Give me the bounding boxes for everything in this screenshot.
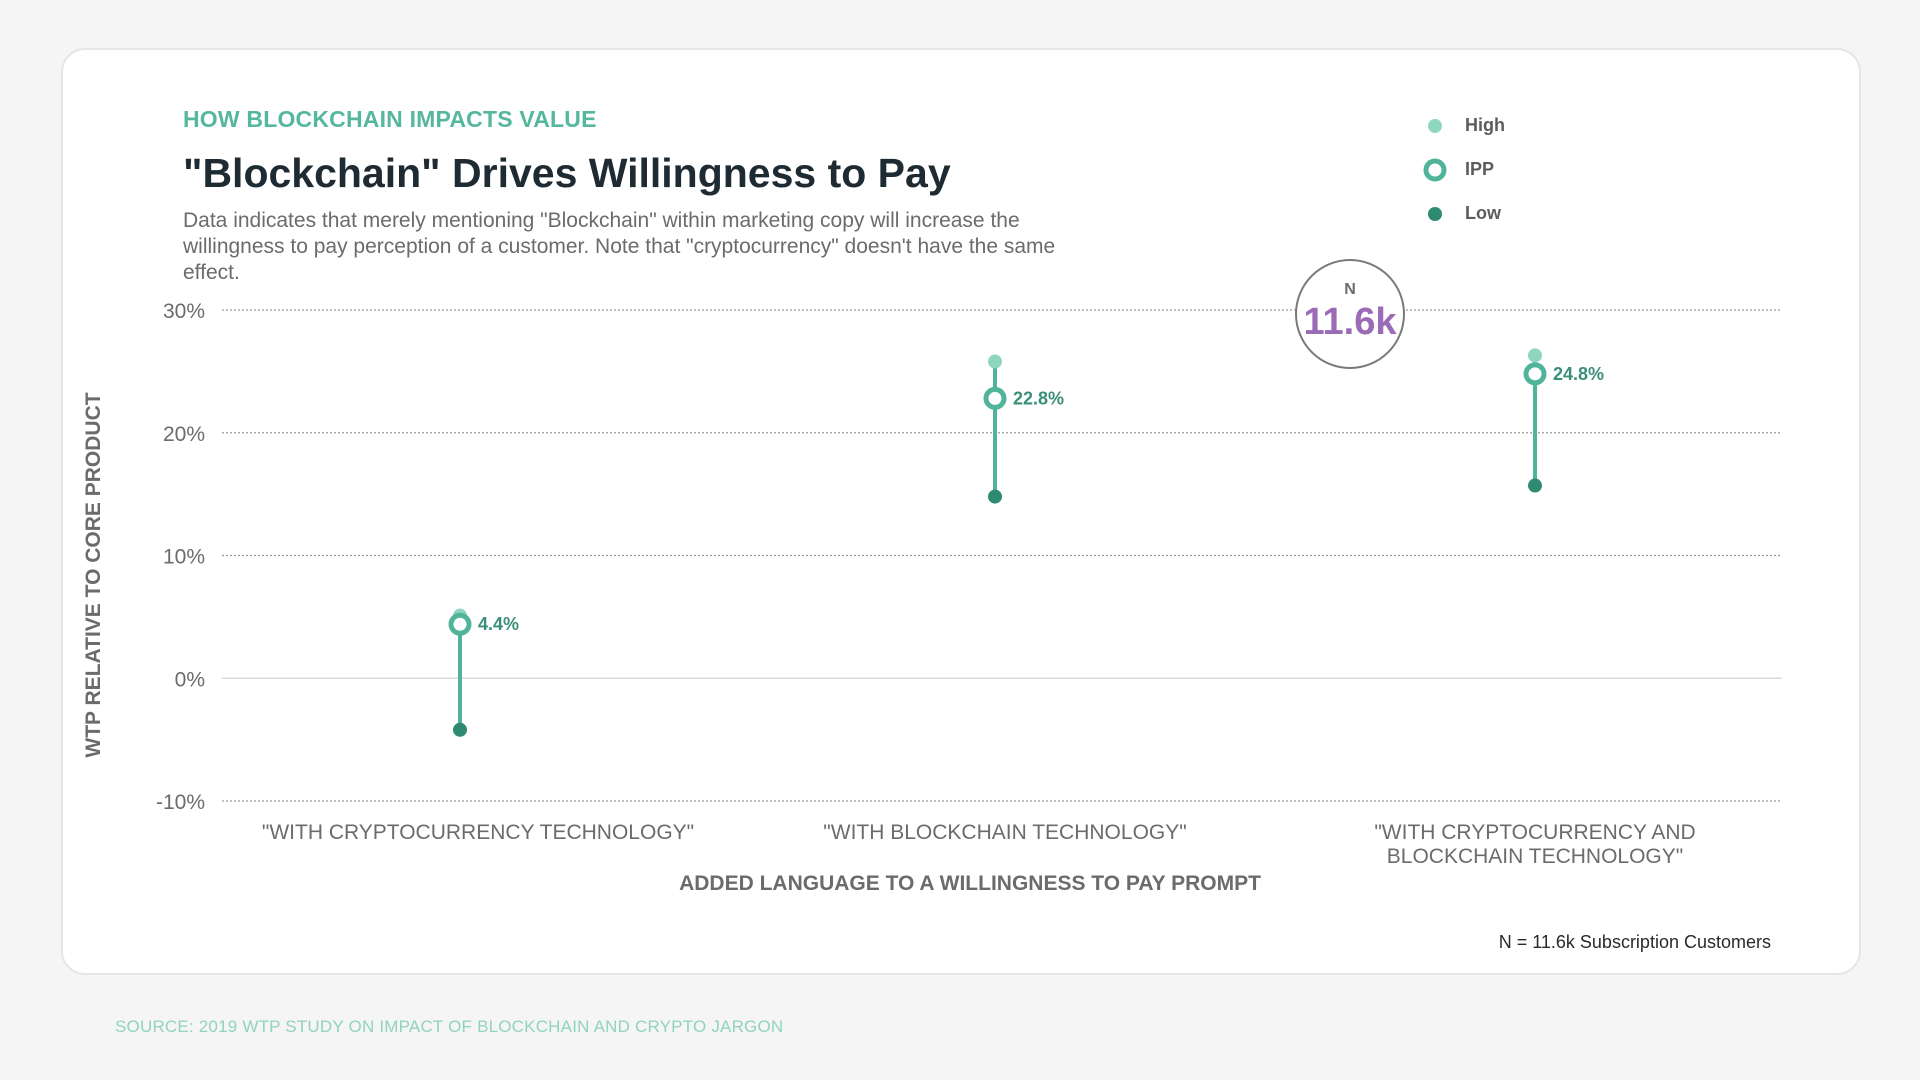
x-category-label: "WITH BLOCKCHAIN TECHNOLOGY" — [823, 821, 1186, 844]
low-point — [1528, 478, 1542, 493]
ipp-point — [448, 612, 472, 636]
y-axis-label: WTP RELATIVE TO CORE PRODUCT — [82, 392, 105, 757]
source-note: SOURCE: 2019 WTP STUDY ON IMPACT OF BLOC… — [115, 1017, 784, 1036]
chart-subtitle: Data indicates that merely mentioning "B… — [183, 209, 1056, 284]
low-point — [988, 489, 1002, 504]
n-badge — [1295, 259, 1405, 369]
legend-label-high: High — [1465, 115, 1505, 135]
legend-label-ipp: IPP — [1465, 159, 1495, 179]
ipp-data-label: 4.4% — [478, 614, 519, 634]
high-point — [1528, 348, 1542, 363]
x-category-label: "WITH CRYPTOCURRENCY TECHNOLOGY" — [262, 821, 694, 844]
y-tick-label: -10% — [156, 791, 205, 814]
kicker: HOW BLOCKCHAIN IMPACTS VALUE — [183, 106, 597, 132]
ipp-point — [983, 386, 1007, 410]
x-category-label: "WITH CRYPTOCURRENCY AND — [1374, 821, 1695, 844]
low-point — [453, 722, 467, 737]
legend-low-dot-icon — [1428, 207, 1442, 221]
chart-title: "Blockchain" Drives Willingness to Pay — [183, 150, 951, 196]
high-point — [988, 354, 1002, 369]
n-badge-value: 11.6k — [1304, 301, 1398, 343]
ipp-data-label: 22.8% — [1013, 388, 1064, 408]
footnote: N = 11.6k Subscription Customers — [1498, 932, 1771, 952]
y-tick-label: 10% — [163, 546, 205, 569]
ipp-point — [1523, 362, 1547, 386]
x-category-label: BLOCKCHAIN TECHNOLOGY" — [1387, 845, 1683, 868]
y-tick-label: 30% — [163, 300, 205, 323]
legend-high-dot-icon — [1428, 119, 1442, 133]
ipp-data-label: 24.8% — [1553, 364, 1604, 384]
chart-card — [61, 48, 1861, 975]
n-badge-label: N — [1344, 281, 1356, 298]
x-axis-label: ADDED LANGUAGE TO A WILLINGNESS TO PAY P… — [679, 872, 1261, 895]
legend-ipp-ring-icon — [1423, 158, 1447, 182]
legend-label-low: Low — [1465, 203, 1501, 223]
y-tick-label: 0% — [175, 668, 205, 691]
y-tick-label: 20% — [163, 423, 205, 446]
